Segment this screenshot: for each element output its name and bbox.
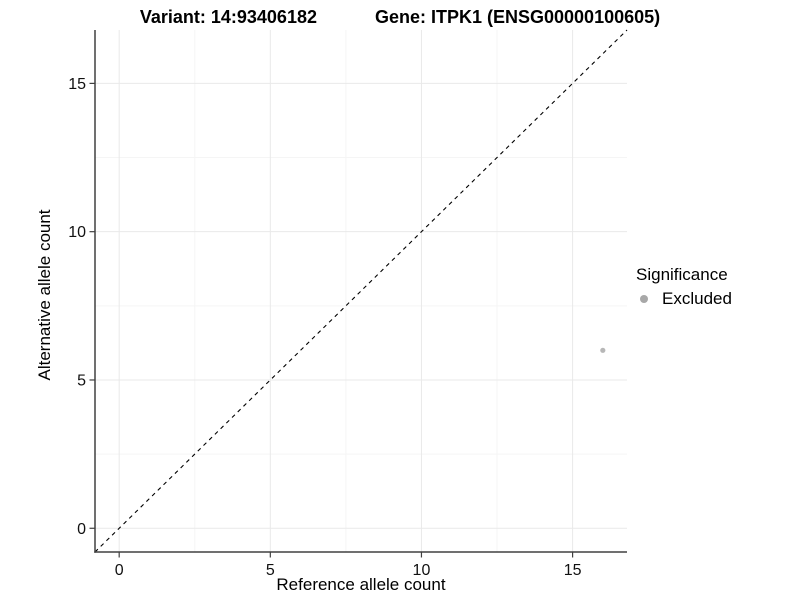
x-tick-label: 5 [266,562,275,579]
x-tick-label: 15 [564,562,582,579]
y-tick-label: 0 [77,521,86,538]
y-tick-label: 5 [77,372,86,389]
legend-title: Significance [636,265,728,284]
legend-key [636,289,662,309]
legend-key-dot [640,294,648,303]
legend: Significance Excluded [636,264,732,309]
y-tick-label: 15 [68,76,86,93]
data-point [600,347,606,353]
y-axis-title: Alternative allele count [35,209,54,380]
x-axis-title: Reference allele count [276,575,445,594]
legend-entry-label: Excluded [662,289,732,308]
y-tick-label: 10 [68,224,86,241]
x-tick-label: 0 [115,562,124,579]
x-tick-label: 10 [413,562,431,579]
variant-title: Variant: 14:93406182 [139,7,317,27]
legend-entry: Excluded [636,288,732,309]
gene-title: Gene: ITPK1 (ENSG00000100605) [374,7,661,27]
plot-title-bar: Variant: 14:93406182 Gene: ITPK1 (ENSG00… [0,6,800,28]
identity-line [94,29,628,553]
